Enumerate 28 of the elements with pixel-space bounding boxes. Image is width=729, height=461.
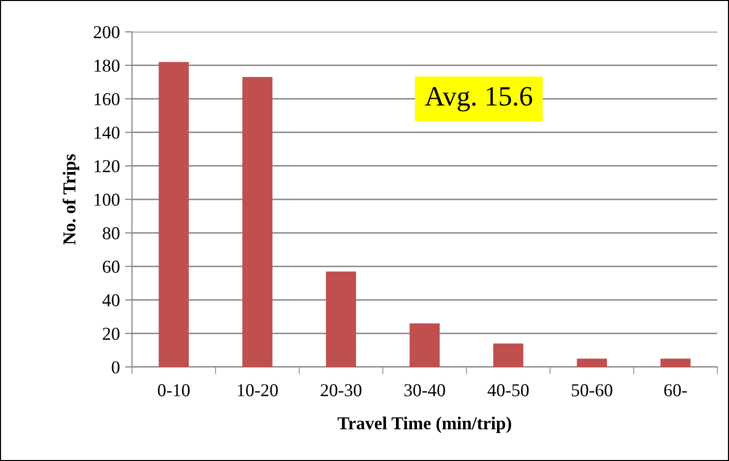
bar	[576, 358, 607, 367]
y-tick-label: 180	[94, 60, 120, 72]
x-tick-label: 30-40	[404, 384, 446, 396]
y-tick-label: 100	[94, 194, 120, 206]
bar	[493, 343, 524, 367]
x-tick-label: 20-30	[320, 384, 362, 396]
annotation: Avg. 15.6	[424, 87, 532, 112]
y-tick-label: 160	[94, 93, 120, 106]
bar	[326, 271, 356, 367]
x-tick-label: 10-20	[238, 384, 278, 396]
x-axis-title: Travel Time (min/trip)	[338, 416, 512, 434]
y-tick-label: 20	[102, 328, 120, 340]
x-tick-label: 50-60	[572, 384, 612, 396]
bar	[410, 323, 440, 367]
bar	[242, 77, 272, 367]
y-tick-label: 0	[112, 361, 120, 374]
y-axis-title: No. of Trips	[62, 154, 80, 245]
y-tick-label: 40	[102, 294, 120, 306]
y-tick-label: 60	[102, 260, 120, 273]
bar	[158, 62, 189, 367]
y-tick-label: 200	[94, 26, 120, 38]
bar	[660, 358, 691, 367]
x-tick-label: 40-50	[488, 384, 529, 396]
y-tick-label: 120	[94, 160, 120, 172]
y-tick-label: 80	[102, 227, 120, 240]
x-tick-label: 60-	[664, 384, 687, 396]
x-tick-label: 0-10	[158, 384, 190, 396]
y-tick-label: 140	[94, 126, 120, 139]
